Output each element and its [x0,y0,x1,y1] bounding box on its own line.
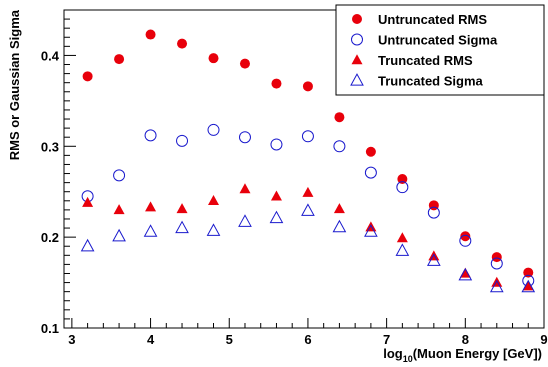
legend-marker-truncated-sigma [350,73,364,86]
data-point-truncated-sigma [238,214,252,227]
data-point-truncated-rms [270,190,282,201]
y-tick-label: 0.2 [41,230,59,245]
x-tick-label: 4 [147,332,155,347]
data-point-untruncated-sigma [113,169,126,182]
y-tick-label: 0.4 [41,48,60,63]
data-point-untruncated-sigma [207,123,220,136]
data-point-untruncated-sigma [333,140,346,153]
data-point-truncated-rms [522,280,534,291]
data-point-untruncated-rms [397,173,408,184]
data-point-untruncated-rms [365,146,376,157]
data-point-truncated-sigma [175,220,189,234]
legend-label: Truncated RMS [378,53,473,68]
data-point-untruncated-sigma [490,257,503,270]
legend-label: Truncated Sigma [378,74,484,89]
data-point-untruncated-rms [302,81,313,92]
x-tick-label: 3 [68,332,75,347]
data-point-truncated-rms [239,183,251,194]
x-axis-title-suffix: (Muon Energy [GeV]) [413,346,542,361]
data-point-truncated-rms [459,267,471,278]
legend-entry-untruncated-sigma: Untruncated Sigma [351,33,498,48]
y-axis-title: RMS or Gaussian Sigma [7,9,22,160]
x-tick-label: 8 [462,332,469,347]
data-point-untruncated-sigma [459,234,472,247]
x-tick-label: 6 [304,332,311,347]
data-point-truncated-rms [176,203,188,214]
data-point-untruncated-rms [145,29,156,40]
legend-marker-untruncated-sigma [351,33,363,46]
data-point-truncated-sigma [426,253,441,266]
series-untruncated-sigma [81,123,535,287]
x-axis-title-prefix: log [383,346,403,361]
data-point-truncated-sigma [112,228,126,242]
data-point-truncated-sigma [332,219,347,233]
data-point-untruncated-rms [523,267,534,278]
data-point-untruncated-rms [334,112,345,123]
data-marks [80,29,536,293]
x-axis-title: log10(Muon Energy [GeV]) [383,346,542,364]
legend-marker-truncated-rms [351,54,363,65]
x-tick-label: 7 [383,332,390,347]
data-point-truncated-rms [208,195,220,205]
data-point-untruncated-rms [239,58,250,69]
data-point-truncated-sigma [395,243,410,256]
data-point-truncated-sigma [80,238,95,252]
data-point-untruncated-sigma [270,138,283,151]
axes: 3 4 5 6 7 8 9 0.1 0.2 0.3 0.4 [41,9,548,347]
data-point-untruncated-sigma [396,181,409,194]
data-point-truncated-rms [82,196,94,207]
data-point-truncated-rms [145,201,157,212]
legend-entry-untruncated-rms: Untruncated RMS [352,12,487,27]
data-point-truncated-rms [333,203,345,214]
y-tick-label: 0.1 [41,321,59,336]
data-point-untruncated-rms [460,231,471,242]
data-point-untruncated-sigma [427,206,440,219]
data-point-untruncated-rms [82,71,93,82]
series-untruncated-rms [82,29,534,278]
x-tick-label: 9 [540,332,547,347]
data-point-untruncated-rms [491,252,502,263]
data-point-untruncated-sigma [364,166,377,179]
legend-entry-truncated-sigma: Truncated Sigma [350,73,484,89]
data-point-truncated-sigma [206,223,221,236]
data-point-truncated-rms [396,232,408,243]
data-point-truncated-sigma [489,279,504,293]
data-point-truncated-sigma [364,224,378,237]
data-point-truncated-rms [113,204,125,215]
legend-label: Untruncated Sigma [378,33,498,48]
data-point-untruncated-rms [114,54,125,65]
data-point-untruncated-sigma [176,134,189,147]
data-point-untruncated-sigma [144,129,157,142]
legend: Untruncated RMS Untruncated Sigma Truncate… [335,4,545,96]
data-point-truncated-sigma [143,224,158,237]
data-point-untruncated-rms [177,38,188,49]
x-axis-title-subscript: 10 [403,354,413,364]
x-tick-label: 5 [226,332,233,347]
legend-marker-untruncated-rms [352,14,362,24]
legend-entry-truncated-rms: Truncated RMS [351,53,473,68]
legend-box [335,4,545,96]
data-point-truncated-sigma [521,279,536,293]
legend-entries: Untruncated RMS Untruncated Sigma Truncate… [350,12,498,89]
series-truncated-sigma [80,203,536,293]
data-point-untruncated-rms [271,78,282,89]
data-point-truncated-sigma [301,203,315,216]
y-tick-label: 0.3 [41,139,59,154]
data-point-untruncated-sigma [301,130,314,143]
data-point-truncated-rms [302,186,314,197]
data-point-untruncated-rms [208,53,219,64]
data-point-untruncated-sigma [238,131,251,144]
data-point-truncated-sigma [458,267,473,281]
data-point-truncated-sigma [269,210,284,224]
legend-label: Untruncated RMS [378,12,487,27]
